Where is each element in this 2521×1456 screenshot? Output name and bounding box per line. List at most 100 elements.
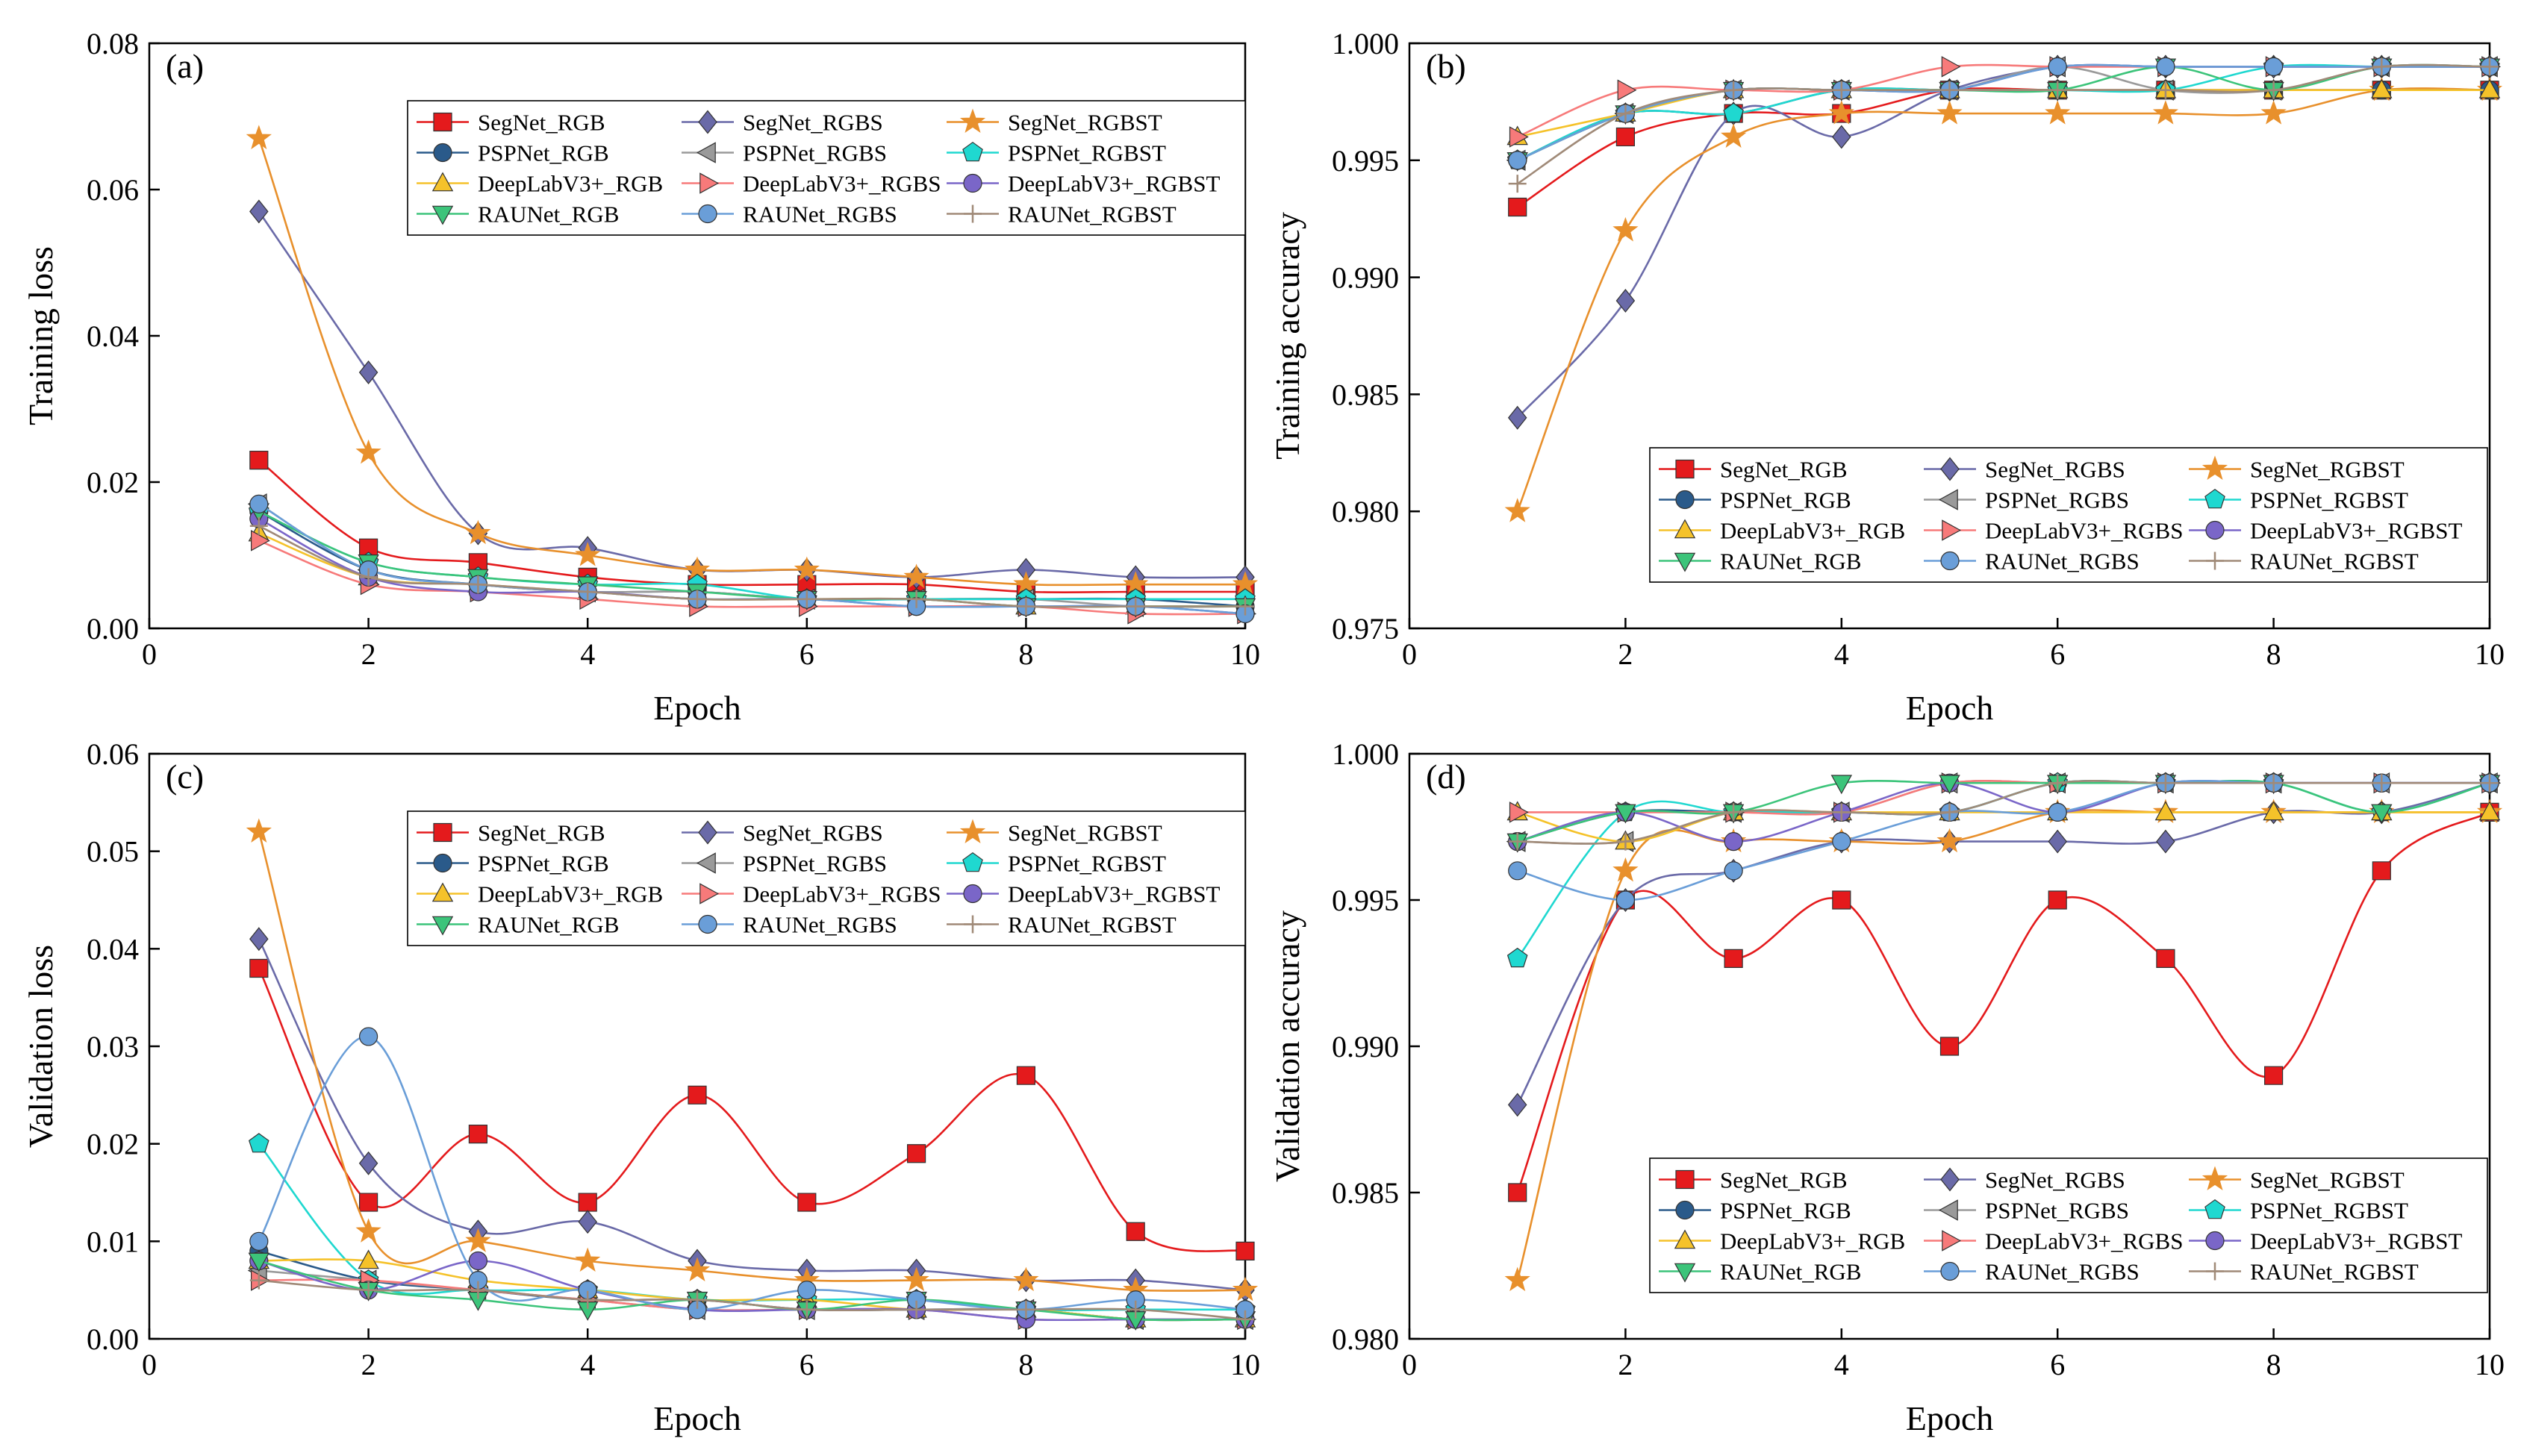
legend-label: SegNet_RGBS	[743, 820, 883, 846]
data-point-raunet-rgbst	[688, 1290, 706, 1309]
data-point-segnet-rgbst	[575, 542, 601, 566]
data-point-segnet-rgbst	[1013, 1266, 1039, 1292]
legend-marker-raunet-rgbs	[698, 914, 717, 934]
legend-label: DeepLabV3+_RGBST	[2250, 518, 2462, 544]
data-point-segnet-rgb	[2264, 1066, 2284, 1085]
legend-marker-segnet-rgbs	[698, 820, 717, 845]
series-segnet-rgbs	[249, 927, 1255, 1302]
legend-item-pspnet-rgbs: PSPNet_RGBS	[682, 140, 887, 166]
x-tick-label: 2	[361, 637, 376, 671]
data-point-raunet-rgbst	[249, 516, 268, 535]
legend-marker-pspnet-rgb	[1675, 490, 1695, 510]
legend: SegNet_RGB SegNet_RGBS SegNet_RGBST PSPNet_…	[1649, 447, 2488, 583]
legend-label: PSPNet_RGBST	[2250, 1198, 2408, 1224]
legend-marker-segnet-rgbst	[959, 108, 986, 134]
x-tick-label: 2	[1618, 1348, 1633, 1381]
data-point-raunet-rgbst	[1126, 1300, 1145, 1319]
data-point-segnet-rgb	[1939, 1037, 1960, 1056]
series-line-raunet-rgbst	[1517, 780, 2490, 845]
data-point-raunet-rgbst	[1940, 81, 1959, 99]
legend-marker-raunet-rgbst	[964, 915, 982, 934]
legend-label: PSPNet_RGBST	[1008, 140, 1166, 166]
legend-label: PSPNet_RGBS	[743, 851, 887, 877]
data-point-segnet-rgb	[2372, 861, 2391, 881]
data-point-raunet-rgbst	[469, 575, 487, 594]
data-point-raunet-rgbst	[1724, 803, 1743, 822]
data-point-raunet-rgbst	[469, 1281, 487, 1299]
data-point-raunet-rgbs	[1615, 890, 1635, 910]
legend-marker-pspnet-rgb	[433, 143, 452, 163]
data-point-segnet-rgb	[1615, 127, 1635, 147]
legend-item-deeplabv3plus-rgbs: DeepLabV3+_RGBS	[1924, 518, 2183, 544]
data-point-raunet-rgbst	[1236, 597, 1254, 616]
y-axis-label: Validation accuracy	[1268, 910, 1306, 1182]
x-tick-label: 10	[1230, 637, 1260, 671]
data-point-segnet-rgb	[249, 958, 269, 978]
legend: SegNet_RGB SegNet_RGBS SegNet_RGBST PSPNet_…	[407, 810, 1246, 946]
data-point-segnet-rgbs	[1832, 125, 1851, 149]
x-axis-label: Epoch	[653, 1399, 741, 1437]
series-segnet-rgbs	[249, 199, 1255, 590]
series-line-segnet-rgb	[1516, 811, 2490, 1193]
legend-label: DeepLabV3+_RGBS	[743, 881, 941, 907]
legend-label: SegNet_RGB	[478, 110, 605, 136]
legend-label: RAUNet_RGBST	[1008, 201, 1177, 228]
panel-label: (d)	[1426, 757, 1466, 796]
data-point-segnet-rgbst	[2045, 100, 2071, 125]
legend-label: RAUNet_RGB	[478, 201, 619, 228]
data-point-segnet-rgbst	[575, 1247, 601, 1272]
legend-label: SegNet_RGBST	[2250, 457, 2405, 483]
data-point-segnet-rgbst	[1936, 100, 1963, 125]
legend-label: PSPNet_RGBS	[1985, 1198, 2129, 1224]
data-point-raunet-rgbs	[1508, 151, 1527, 170]
x-tick-label: 2	[1618, 637, 1633, 671]
legend-marker-raunet-rgbs	[698, 204, 717, 224]
data-point-segnet-rgbst	[2260, 100, 2287, 125]
data-point-raunet-rgb	[1615, 804, 1636, 824]
data-point-segnet-rgb	[1832, 890, 1851, 910]
data-point-segnet-rgb	[907, 1144, 926, 1163]
y-tick-label: 0.990	[1332, 261, 1399, 295]
legend-marker-raunet-rgbst	[2206, 552, 2224, 570]
data-point-pspnet-rgbst	[1506, 947, 1528, 968]
data-point-raunet-rgbs	[359, 1027, 378, 1046]
data-point-raunet-rgbst	[2481, 57, 2499, 76]
series-line-deeplabv3plus-rgbs	[258, 540, 1245, 616]
legend-item-pspnet-rgbs: PSPNet_RGBS	[1924, 1198, 2129, 1224]
legend-marker-deeplabv3plus-rgbs	[1942, 1230, 1962, 1252]
legend-marker-segnet-rgb	[433, 112, 452, 132]
data-point-segnet-rgb	[468, 1125, 487, 1144]
y-tick-label: 1.000	[1332, 737, 1399, 771]
series-raunet-rgbst	[249, 1271, 1254, 1328]
data-point-segnet-rgb	[1508, 197, 1527, 217]
series-line-raunet-rgb	[1517, 780, 2490, 843]
legend-label: RAUNet_RGB	[478, 912, 619, 938]
series-line-raunet-rgbst	[258, 525, 1245, 608]
x-axis-label: Epoch	[1906, 689, 1994, 727]
legend-marker-deeplabv3plus-rgbst	[963, 884, 982, 904]
legend-label: DeepLabV3+_RGB	[478, 171, 663, 197]
legend-item-segnet-rgbst: SegNet_RGBST	[2189, 1166, 2405, 1193]
legend-item-raunet-rgb: RAUNet_RGB	[1659, 1259, 1861, 1285]
panel-d-validation-accuracy: 0 2 4 6 8 10 0.980 0.985 0.990 0.995 1.000 Epoch Val…	[1268, 737, 2505, 1437]
data-point-raunet-rgbst	[359, 1281, 378, 1299]
panel-label: (b)	[1426, 47, 1466, 85]
data-point-raunet-rgbst	[2481, 774, 2499, 793]
data-point-raunet-rgbs	[2156, 57, 2175, 76]
panel-label: (a)	[166, 47, 204, 85]
data-point-raunet-rgbst	[1616, 104, 1635, 123]
data-point-pspnet-rgbst	[248, 1133, 269, 1153]
data-point-segnet-rgbst	[1612, 216, 1639, 242]
legend-label: DeepLabV3+_RGB	[1720, 1228, 1905, 1255]
series-line-segnet-rgbs	[1516, 63, 2490, 419]
data-point-segnet-rgbs	[358, 1151, 378, 1175]
data-point-segnet-rgbst	[246, 818, 272, 843]
data-point-segnet-rgbs	[2048, 829, 2067, 854]
data-point-raunet-rgbs	[249, 1231, 269, 1251]
legend-item-pspnet-rgbs: PSPNet_RGBS	[1924, 487, 2129, 513]
y-tick-label: 0.06	[87, 173, 139, 207]
legend-marker-pspnet-rgbst	[2204, 488, 2225, 509]
legend-marker-raunet-rgbs	[1940, 1261, 1960, 1281]
legend-marker-deeplabv3plus-rgb	[431, 172, 454, 192]
panel-label: (c)	[166, 757, 204, 796]
